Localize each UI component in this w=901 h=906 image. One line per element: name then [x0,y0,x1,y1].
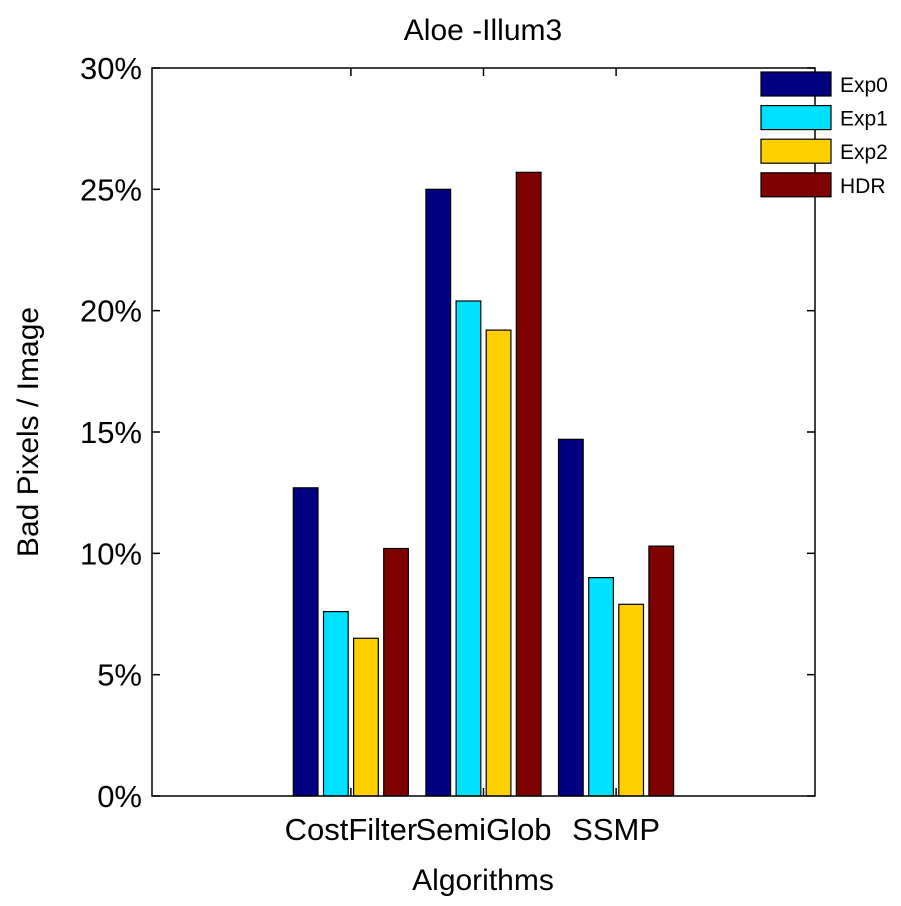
y-axis-ticks: 0% 5% 10% 15% 20% 25% 30% [80,51,815,814]
y-tick-label: 15% [80,415,142,450]
legend-label-exp0: Exp0 [840,74,888,97]
bar-exp1-semiglob [455,300,482,797]
y-tick-label: 30% [80,51,142,86]
legend-swatch-exp1 [760,104,832,131]
bar-exp1-ssmp [588,576,615,797]
legend-swatch-exp2 [760,138,832,164]
bar-exp0-semiglob [425,188,452,797]
bar-exp2-costfilter [353,637,379,797]
y-tick-label: 10% [80,536,142,571]
x-tick-label: SSMP [572,812,660,847]
legend-label-exp1: Exp1 [840,108,888,131]
plot-area-frame [151,67,816,797]
y-axis-label: Bad Pixels / Image [12,307,45,557]
bars-layer [292,171,675,797]
legend-swatch-hdr [760,172,832,198]
legend-label-exp2: Exp2 [840,141,888,164]
legend-swatch-exp0 [760,71,832,97]
y-tick-label: 5% [97,658,142,693]
bar-exp0-ssmp [557,438,584,797]
bar-exp2-semiglob [485,329,512,797]
bar-exp0-costfilter [292,487,319,797]
x-tick-label: CostFilter [285,812,418,847]
y-tick-label: 0% [97,779,142,814]
y-tick-label: 20% [80,294,142,329]
bar-hdr-semiglob [515,171,542,797]
legend-label-hdr: HDR [840,175,886,198]
x-axis-label: Algorithms [412,864,554,897]
bar-hdr-ssmp [648,545,675,797]
chart-title: Aloe -Illum3 [404,14,562,47]
legend: Exp0 Exp1 Exp2 HDR [760,71,888,198]
bar-exp2-ssmp [618,603,645,797]
bar-hdr-costfilter [383,547,410,797]
x-tick-label: SemiGlob [415,812,551,847]
bar-exp1-costfilter [322,610,349,797]
y-tick-label: 25% [80,172,142,207]
